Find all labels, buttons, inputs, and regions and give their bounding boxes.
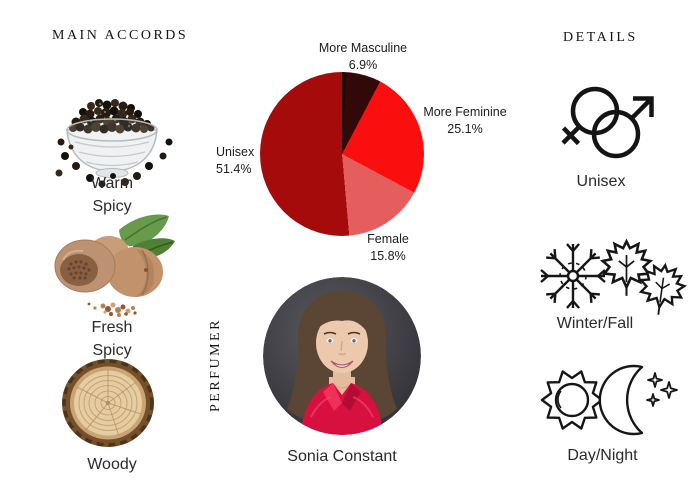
- red-blouse: [301, 383, 383, 435]
- detail-label-season: Winter/Fall: [556, 315, 634, 332]
- accord-label-warm-spicy: Warm Spicy: [90, 175, 134, 215]
- star-icon: [647, 372, 663, 388]
- unisex-gender-icon: [561, 86, 654, 159]
- day-night-icon: [540, 364, 678, 436]
- perfumer-name: Sonia Constant: [287, 448, 397, 465]
- star-icon: [646, 393, 660, 407]
- accord-label-fresh-spicy: Fresh Spicy: [91, 319, 133, 359]
- pie-label-more-masculine: More Masculine 6.9%: [318, 41, 408, 72]
- winter-fall-icon: [539, 240, 689, 319]
- details-header: DETAILS: [563, 30, 638, 45]
- perfumer-header: PERFUMER: [208, 318, 223, 412]
- nutmeg-image: [54, 214, 175, 317]
- snowflake-icon: [539, 242, 607, 310]
- accord-label-woody: Woody: [87, 456, 137, 473]
- perfumer-photo: [263, 277, 421, 435]
- pie-label-more-feminine: More Feminine 25.1%: [423, 105, 507, 136]
- moon-icon: [598, 364, 678, 436]
- detail-label-gender: Unisex: [576, 173, 626, 190]
- wood-slice-image: [62, 359, 154, 447]
- nutmeg-crumbs: [87, 302, 137, 317]
- detail-label-time: Day/Night: [567, 447, 638, 464]
- pie-label-female: Female 15.8%: [367, 232, 409, 263]
- maple-leaf-icon: [601, 240, 652, 298]
- gender-pie: [260, 72, 424, 236]
- peppercorn-heap: [69, 99, 155, 134]
- scattered-peppercorns: [55, 138, 173, 188]
- smile: [330, 360, 354, 369]
- male-symbol-circle: [591, 109, 641, 159]
- main-accords-header: MAIN ACCORDS: [52, 28, 189, 43]
- peppercorns-image: [55, 99, 173, 188]
- sonia-constant-portrait: [263, 277, 421, 435]
- leaf: [119, 214, 169, 246]
- sun-icon: [540, 370, 604, 430]
- pie-label-unisex: Unisex 51.4%: [216, 145, 255, 176]
- star-icon: [660, 381, 678, 399]
